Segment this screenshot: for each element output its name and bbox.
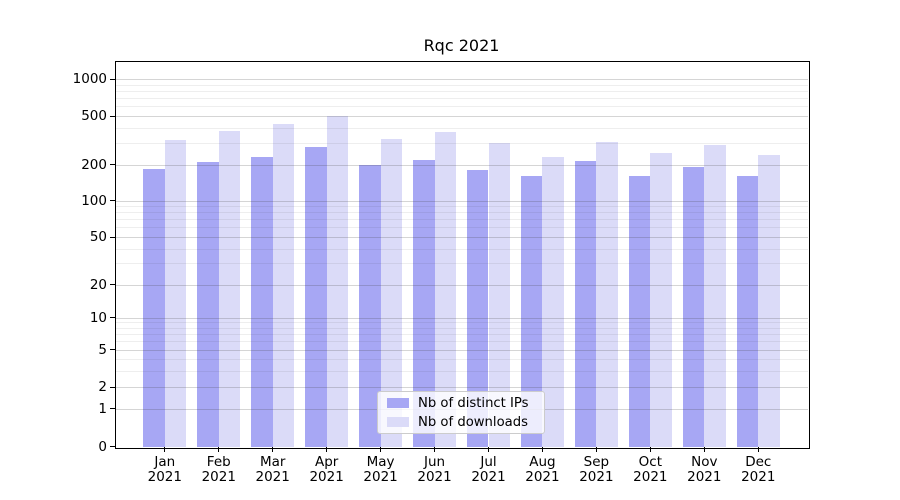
- y-tick-mark: [110, 200, 115, 202]
- bar-ips-feb: [197, 161, 219, 447]
- minor-gridline: [115, 84, 808, 86]
- y-tick-label: 100: [81, 192, 107, 209]
- x-tick-mark: [703, 446, 705, 452]
- x-tick-mark: [218, 446, 220, 452]
- bar-ips-oct: [628, 176, 651, 447]
- bar-downloads-feb: [218, 130, 241, 447]
- legend: Nb of distinct IPs Nb of downloads: [377, 391, 545, 434]
- y-tick-mark: [110, 284, 115, 286]
- y-tick-label: 500: [81, 108, 107, 124]
- x-tick-mark: [649, 446, 651, 452]
- x-tick-label: Oct 2021: [633, 453, 668, 485]
- x-tick-mark: [433, 446, 436, 452]
- x-tick-label: Mar 2021: [255, 453, 290, 485]
- y-tick-label: 1000: [72, 71, 107, 87]
- x-tick-mark: [541, 446, 544, 452]
- minor-gridline: [115, 90, 808, 92]
- x-tick-mark: [272, 446, 274, 452]
- major-gridline: [115, 79, 808, 80]
- bar-downloads-sep: [596, 142, 618, 447]
- y-tick-mark: [110, 408, 115, 410]
- bar-ips-nov: [682, 166, 705, 447]
- bar-ips-may: [359, 164, 381, 447]
- bar-downloads-mar: [272, 124, 295, 447]
- plot-area: [115, 61, 808, 447]
- minor-gridline: [115, 127, 808, 129]
- bar-downloads-oct: [650, 153, 672, 447]
- bar-ips-mar: [251, 156, 273, 447]
- bar-ips-dec: [736, 175, 759, 447]
- bar-downloads-aug: [542, 156, 565, 447]
- y-tick-label: 1: [98, 400, 107, 417]
- y-tick-mark: [110, 164, 115, 166]
- bar-ips-aug: [520, 176, 543, 447]
- y-tick-mark: [110, 317, 115, 319]
- legend-label: Nb of distinct IPs: [418, 395, 529, 411]
- minor-gridline: [115, 98, 808, 100]
- y-tick-mark: [110, 78, 115, 80]
- legend-swatch-ips: [387, 398, 409, 408]
- x-tick-label: Jun 2021: [417, 453, 452, 485]
- legend-label: Nb of downloads: [418, 414, 528, 430]
- minor-gridline: [115, 106, 808, 108]
- y-tick-label: 2: [98, 379, 107, 396]
- x-tick-mark: [757, 446, 759, 452]
- y-tick-label: 20: [89, 276, 107, 293]
- y-tick-mark: [110, 115, 115, 117]
- x-tick-mark: [487, 446, 490, 452]
- x-tick-mark: [326, 446, 328, 452]
- legend-item: Nb of downloads: [387, 415, 535, 430]
- bar-downloads-jun: [434, 131, 457, 447]
- bar-downloads-may: [380, 139, 403, 447]
- legend-swatch-downloads: [387, 417, 409, 427]
- y-tick-label: 0: [98, 438, 107, 455]
- bar-ips-jan: [143, 169, 165, 447]
- x-tick-label: Jul 2021: [471, 453, 506, 485]
- bar-downloads-jul: [488, 143, 511, 447]
- bar-ips-jul: [466, 169, 489, 447]
- x-tick-mark: [380, 446, 382, 452]
- y-tick-mark: [110, 446, 115, 448]
- x-tick-mark: [595, 446, 597, 452]
- y-tick-mark: [110, 349, 115, 351]
- x-tick-label: Apr 2021: [309, 453, 344, 485]
- x-tick-label: Sep 2021: [579, 453, 614, 485]
- x-tick-label: Jan 2021: [147, 453, 182, 485]
- x-tick-mark: [164, 446, 166, 452]
- y-tick-label: 5: [98, 341, 107, 358]
- legend-item: Nb of distinct IPs: [387, 396, 535, 411]
- bar-downloads-jan: [164, 139, 187, 447]
- bar-downloads-apr: [326, 116, 349, 447]
- bar-ips-jun: [412, 159, 435, 447]
- major-gridline: [115, 116, 808, 117]
- y-tick-mark: [110, 386, 115, 388]
- y-tick-mark: [110, 236, 115, 238]
- y-tick-label: 200: [81, 156, 107, 173]
- x-tick-label: Feb 2021: [201, 453, 236, 485]
- bar-downloads-nov: [704, 145, 726, 447]
- bar-downloads-dec: [758, 154, 780, 447]
- x-tick-label: May 2021: [363, 453, 398, 485]
- y-tick-label: 10: [89, 309, 107, 326]
- y-tick-label: 50: [89, 229, 107, 245]
- x-tick-label: Nov 2021: [687, 453, 722, 485]
- bar-ips-apr: [305, 146, 327, 447]
- bar-ips-sep: [574, 160, 597, 447]
- x-tick-label: Aug 2021: [525, 453, 560, 485]
- x-tick-label: Dec 2021: [741, 453, 776, 485]
- chart-title: Rqc 2021: [423, 36, 500, 55]
